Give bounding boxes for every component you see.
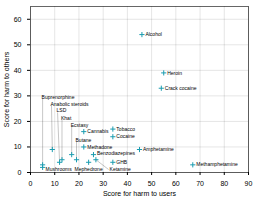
svg-text:50: 50 — [148, 180, 156, 187]
svg-text:Buprenorphine: Buprenorphine — [42, 94, 75, 100]
svg-text:GHB: GHB — [116, 159, 128, 165]
svg-text:Mushrooms: Mushrooms — [46, 166, 73, 172]
svg-text:90: 90 — [245, 180, 253, 187]
svg-text:Ketamine: Ketamine — [110, 166, 131, 172]
svg-text:Heroin: Heroin — [167, 70, 182, 76]
svg-text:50: 50 — [14, 41, 22, 48]
svg-text:Cocaine: Cocaine — [116, 133, 135, 139]
svg-text:Score for harm to users: Score for harm to users — [103, 190, 177, 197]
svg-text:Score for harm to others: Score for harm to others — [3, 51, 10, 127]
svg-text:Alcohol: Alcohol — [145, 31, 161, 37]
svg-text:0: 0 — [18, 169, 22, 176]
svg-text:60: 60 — [14, 16, 22, 23]
svg-text:Cannabis: Cannabis — [87, 128, 109, 134]
svg-text:Khat: Khat — [61, 115, 72, 121]
svg-text:40: 40 — [123, 180, 131, 187]
svg-text:30: 30 — [14, 92, 22, 99]
svg-text:30: 30 — [99, 180, 107, 187]
svg-text:20: 20 — [75, 180, 83, 187]
svg-text:40: 40 — [14, 67, 22, 74]
svg-text:Methamphetamine: Methamphetamine — [196, 161, 238, 167]
svg-text:70: 70 — [196, 180, 204, 187]
svg-text:Anabolic steroids: Anabolic steroids — [51, 101, 90, 107]
svg-text:80: 80 — [220, 180, 228, 187]
svg-text:0: 0 — [29, 180, 33, 187]
svg-text:Butane: Butane — [76, 137, 92, 143]
svg-text:10: 10 — [51, 180, 59, 187]
svg-text:Ecstasy: Ecstasy — [71, 122, 89, 128]
svg-text:LSD: LSD — [57, 107, 67, 113]
svg-text:20: 20 — [14, 118, 22, 125]
svg-text:10: 10 — [14, 143, 22, 150]
svg-text:Amphetamine: Amphetamine — [143, 146, 174, 152]
svg-text:Methadone: Methadone — [87, 144, 112, 150]
svg-text:60: 60 — [172, 180, 180, 187]
svg-text:Mephedrone: Mephedrone — [75, 166, 103, 172]
svg-text:Tobacco: Tobacco — [116, 126, 135, 132]
svg-text:Benzodiazepines: Benzodiazepines — [97, 150, 136, 156]
svg-text:Crack cocaine: Crack cocaine — [165, 85, 197, 91]
